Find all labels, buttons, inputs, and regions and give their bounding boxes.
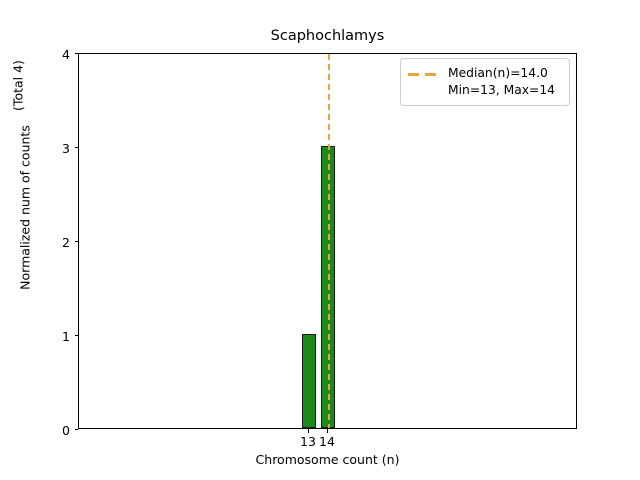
y-tick-mark-3 — [74, 147, 78, 149]
y-tick-mark-0 — [74, 429, 78, 431]
chart-title: Scaphochlamys — [270, 28, 385, 44]
dashed-line-icon — [408, 68, 440, 82]
y-tick-label-2: 2 — [62, 235, 70, 250]
x-axis-label: Chromosome count (n) — [255, 452, 400, 467]
x-tick-label-14: 14 — [319, 434, 335, 449]
legend-entry-median: Median(n)=14.0 Min=13, Max=14 — [408, 65, 562, 99]
x-tick-mark-13 — [308, 429, 310, 433]
y-tick-mark-4 — [74, 53, 78, 55]
legend-label-median: Median(n)=14.0 — [448, 66, 548, 80]
plot-area — [78, 53, 577, 429]
bar-13 — [302, 334, 316, 428]
y-tick-label-3: 3 — [62, 141, 70, 156]
y-tick-label-4: 4 — [62, 47, 70, 62]
y-tick-label-0: 0 — [62, 423, 70, 438]
legend-label-range: Min=13, Max=14 — [448, 82, 555, 97]
x-tick-label-13: 13 — [300, 434, 316, 449]
y-tick-mark-2 — [74, 241, 78, 243]
y-axis-sublabel: (Total 4) — [10, 60, 26, 111]
y-tick-mark-1 — [74, 335, 78, 337]
legend-text-group: Median(n)=14.0 Min=13, Max=14 — [448, 65, 555, 99]
x-tick-mark-14 — [327, 429, 329, 433]
chart-legend: Median(n)=14.0 Min=13, Max=14 — [400, 58, 570, 106]
plot-inner — [79, 54, 576, 428]
median-line — [328, 54, 330, 428]
y-tick-label-1: 1 — [62, 329, 70, 344]
